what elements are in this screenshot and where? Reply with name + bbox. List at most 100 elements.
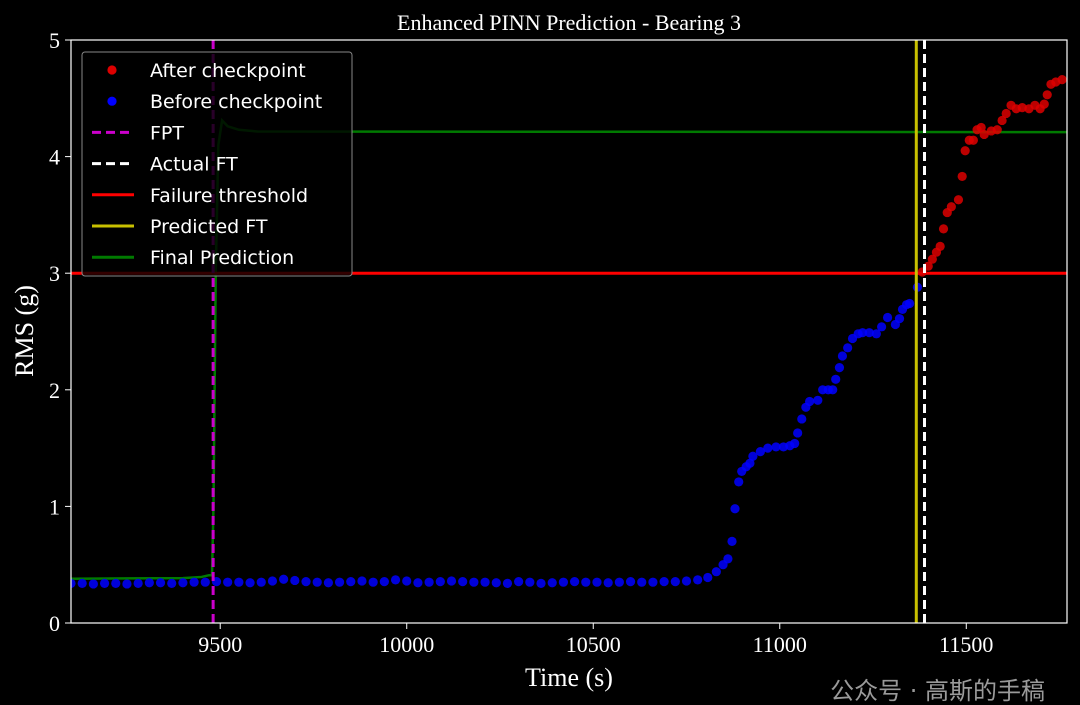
- after-checkpoint-point: [927, 254, 937, 264]
- before-checkpoint-point: [234, 577, 244, 587]
- x-tick-label: 10500: [566, 632, 621, 657]
- before-checkpoint-point: [670, 577, 680, 587]
- legend-item-failure-threshold: Failure threshold: [92, 185, 308, 207]
- legend-label: Before checkpoint: [150, 91, 322, 113]
- before-checkpoint-point: [734, 477, 744, 487]
- after-checkpoint-point: [953, 195, 964, 205]
- before-checkpoint-point: [502, 578, 513, 588]
- after-checkpoint-point: [957, 171, 967, 182]
- before-checkpoint-point: [178, 578, 188, 588]
- legend-marker: [107, 96, 117, 106]
- ticks: 9500 10000 10500 11000 11500 0 1 2 3 4 5: [49, 28, 993, 657]
- before-checkpoint-point: [346, 577, 356, 587]
- before-checkpoint-point: [592, 577, 602, 587]
- before-checkpoint-point: [877, 322, 887, 332]
- before-checkpoint-point: [267, 576, 278, 586]
- after-checkpoint-point: [1057, 75, 1067, 85]
- x-tick-label: 10000: [379, 632, 434, 657]
- legend-item-final-prediction: Final Prediction: [92, 247, 294, 269]
- before-checkpoint-point: [558, 577, 569, 587]
- before-checkpoint-point: [88, 579, 98, 589]
- before-checkpoint-point: [357, 576, 367, 586]
- before-checkpoint-point: [446, 576, 457, 586]
- before-checkpoint-point: [402, 576, 412, 586]
- before-checkpoint-point: [837, 351, 848, 361]
- before-checkpoint-point: [368, 577, 378, 587]
- y-tick-label: 2: [49, 378, 60, 403]
- before-checkpoint-point: [805, 396, 815, 407]
- after-checkpoint-point: [997, 115, 1007, 126]
- before-checkpoint-point: [828, 385, 838, 395]
- x-tick-label: 11000: [753, 632, 807, 657]
- before-checkpoint-point: [659, 577, 669, 587]
- before-checkpoint-point: [223, 577, 233, 587]
- legend-item-actual-ft: Actual FT: [92, 154, 238, 176]
- before-checkpoint-point: [771, 442, 781, 452]
- before-checkpoint-point: [711, 567, 721, 577]
- before-checkpoint-point: [793, 428, 803, 438]
- after-checkpoint-point: [1001, 108, 1011, 119]
- before-checkpoint-point: [144, 578, 154, 588]
- x-tick-label: 9500: [198, 632, 242, 657]
- before-checkpoint-point: [77, 578, 87, 588]
- before-checkpoint-point: [536, 578, 546, 588]
- before-checkpoint-point: [480, 577, 490, 587]
- legend-label: Actual FT: [150, 154, 238, 176]
- before-checkpoint-point: [894, 314, 905, 324]
- legend: After checkpoint Before checkpoint FPT Actu…: [81, 51, 353, 277]
- y-tick-label: 3: [49, 261, 60, 286]
- before-checkpoint-point: [525, 577, 535, 587]
- after-checkpoint-series: [917, 75, 1067, 277]
- legend-label: Final Prediction: [150, 247, 294, 269]
- before-checkpoint-point: [790, 438, 800, 449]
- before-checkpoint-point: [834, 363, 845, 373]
- before-checkpoint-point: [614, 577, 624, 587]
- before-checkpoint-point: [831, 374, 841, 384]
- before-checkpoint-point: [569, 577, 580, 587]
- before-checkpoint-point: [245, 578, 255, 588]
- x-axis-label: Time (s): [525, 663, 613, 692]
- before-checkpoint-point: [882, 312, 893, 323]
- after-checkpoint-point: [992, 125, 1002, 135]
- before-checkpoint-point: [871, 329, 881, 339]
- after-checkpoint-point: [968, 135, 978, 145]
- before-checkpoint-point: [491, 578, 501, 588]
- y-tick-label: 5: [49, 28, 60, 53]
- before-checkpoint-point: [514, 577, 524, 587]
- after-checkpoint-point: [976, 122, 986, 133]
- before-checkpoint-point: [857, 328, 868, 338]
- before-checkpoint-point: [413, 578, 423, 588]
- watermark: 公众号 · 高斯的手稿: [830, 677, 1045, 705]
- before-checkpoint-point: [755, 446, 765, 457]
- before-checkpoint-point: [469, 577, 479, 587]
- legend-item-before-checkpoint: Before checkpoint: [107, 91, 322, 113]
- before-checkpoint-point: [727, 536, 737, 546]
- before-checkpoint-point: [603, 578, 613, 588]
- before-checkpoint-point: [424, 577, 434, 587]
- after-checkpoint-point: [1039, 99, 1049, 109]
- after-checkpoint-point: [1042, 90, 1052, 100]
- y-tick-label: 1: [49, 494, 60, 519]
- y-tick-label: 0: [49, 611, 60, 636]
- x-tick-label: 11500: [939, 632, 993, 657]
- before-checkpoint-point: [730, 504, 740, 514]
- before-checkpoint-point: [681, 576, 692, 586]
- after-checkpoint-point: [946, 202, 956, 212]
- legend-label: After checkpoint: [150, 60, 306, 82]
- before-checkpoint-point: [200, 577, 210, 587]
- legend-marker: [107, 65, 117, 75]
- legend-label: Failure threshold: [150, 185, 308, 207]
- before-checkpoint-point: [637, 577, 647, 587]
- legend-item-fpt: FPT: [92, 122, 184, 144]
- before-checkpoint-point: [748, 451, 758, 461]
- before-checkpoint-point: [703, 572, 713, 583]
- before-checkpoint-point: [290, 575, 300, 586]
- legend-label: FPT: [150, 122, 184, 144]
- before-checkpoint-point: [334, 577, 345, 587]
- before-checkpoint-point: [167, 578, 177, 588]
- legend-item-after-checkpoint: After checkpoint: [107, 60, 306, 82]
- before-checkpoint-point: [648, 577, 658, 587]
- before-checkpoint-point: [763, 443, 773, 453]
- before-checkpoint-point: [458, 577, 468, 587]
